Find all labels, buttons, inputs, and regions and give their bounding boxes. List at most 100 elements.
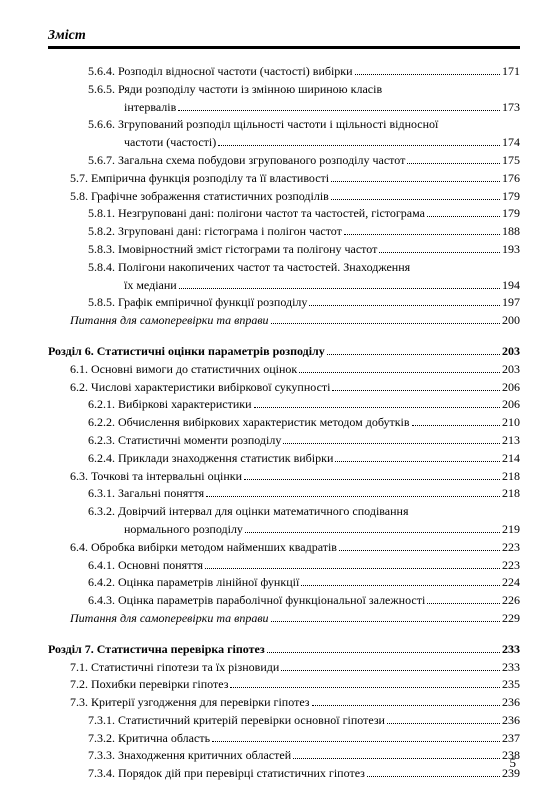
toc-entry-page: 236 bbox=[502, 712, 520, 729]
toc-entry: 6.3.2. Довірчий інтервал для оцінки мате… bbox=[48, 503, 520, 520]
toc-entry-page: 235 bbox=[502, 676, 520, 693]
toc-entry: 5.6.5. Ряди розподілу частоти із змінною… bbox=[48, 81, 520, 98]
toc-entry-page: 179 bbox=[502, 188, 520, 205]
toc-entry-text: Розділ 6. Статистичні оцінки параметрів … bbox=[48, 343, 325, 360]
toc-entry-text: 6.4.3. Оцінка параметрів параболічної фу… bbox=[88, 592, 425, 609]
toc-entry: 7.1. Статистичні гіпотези та їх різновид… bbox=[48, 659, 520, 676]
toc-leader-dots bbox=[379, 252, 500, 253]
toc-entry-page: 200 bbox=[502, 312, 520, 329]
toc-entry-text: 5.7. Емпірична функція розподілу та її в… bbox=[70, 170, 329, 187]
toc-entry-page: 173 bbox=[502, 99, 520, 116]
toc-entry: 5.6.7. Загальна схема побудови згрупован… bbox=[48, 152, 520, 169]
toc-entry-text: 7.3.1. Статистичний критерій перевірки о… bbox=[88, 712, 385, 729]
toc-entry-page: 218 bbox=[502, 485, 520, 502]
toc-entry: 6.3. Точкові та інтервальні оцінки 218 bbox=[48, 468, 520, 485]
toc-entry-page: 236 bbox=[502, 694, 520, 711]
toc-entry-page: 233 bbox=[502, 641, 520, 658]
toc-leader-dots bbox=[427, 603, 500, 604]
toc-entry-text: 6.1. Основні вимоги до статистичних оцін… bbox=[70, 361, 297, 378]
toc-entry-page: 179 bbox=[502, 205, 520, 222]
toc-entry-text: 5.6.5. Ряди розподілу частоти із змінною… bbox=[88, 81, 382, 98]
toc-entry-text: 7.3. Критерії узгодження для перевірки г… bbox=[70, 694, 310, 711]
toc-entry: 5.8.3. Імовірностний зміст гістограми та… bbox=[48, 241, 520, 258]
toc-entry-continuation: інтервалів 173 bbox=[48, 99, 520, 116]
toc-entry-cont-text: інтервалів bbox=[124, 99, 176, 116]
toc-entry-text: 5.8.2. Згруповані дані: гістограма і пол… bbox=[88, 223, 342, 240]
toc-entry-text: 5.8.5. Графік емпіричної функції розподі… bbox=[88, 294, 307, 311]
toc-leader-dots bbox=[283, 443, 500, 444]
toc-entry-cont-text: їх медіани bbox=[124, 277, 177, 294]
toc-entry-page: 223 bbox=[502, 539, 520, 556]
toc-leader-dots bbox=[407, 163, 500, 164]
toc-entry-page: 206 bbox=[502, 396, 520, 413]
toc-entry: 6.4.3. Оцінка параметрів параболічної фу… bbox=[48, 592, 520, 609]
toc-entry: 5.8.4. Полігони накопичених частот та ча… bbox=[48, 259, 520, 276]
toc-leader-dots bbox=[206, 496, 500, 497]
toc-entry: 7.3. Критерії узгодження для перевірки г… bbox=[48, 694, 520, 711]
toc-entry-text: 6.4.1. Основні поняття bbox=[88, 557, 203, 574]
toc-entry-text: 6.4. Обробка вибірки методом найменших к… bbox=[70, 539, 337, 556]
toc-entry-page: 224 bbox=[502, 574, 520, 591]
toc-entry-text: 6.3. Точкові та інтервальні оцінки bbox=[70, 468, 242, 485]
toc-entry-text: 5.6.6. Згрупований розподіл щільності ча… bbox=[88, 116, 438, 133]
toc-entry-continuation: нормального розподілу219 bbox=[48, 521, 520, 538]
toc-entry-text: 6.2. Числові характеристики вибіркової с… bbox=[70, 379, 330, 396]
toc-entry: Розділ 6. Статистичні оцінки параметрів … bbox=[48, 343, 520, 360]
toc-entry: 6.2.1. Вибіркові характеристики206 bbox=[48, 396, 520, 413]
toc-entry-text: 5.6.7. Загальна схема побудови згрупован… bbox=[88, 152, 405, 169]
toc-entry-text: Питання для самоперевірки та вправи bbox=[70, 312, 269, 329]
toc-entry: 5.8.5. Графік емпіричної функції розподі… bbox=[48, 294, 520, 311]
toc-entry: 7.3.1. Статистичний критерій перевірки о… bbox=[48, 712, 520, 729]
toc-leader-dots bbox=[212, 741, 500, 742]
toc-entry-page: 174 bbox=[502, 134, 520, 151]
toc-entry-text: 6.2.2. Обчислення вибіркових характерист… bbox=[88, 414, 410, 431]
toc-leader-dots bbox=[309, 305, 500, 306]
toc-leader-dots bbox=[244, 479, 500, 480]
toc-entry-text: 7.2. Похибки перевірки гіпотез bbox=[70, 676, 228, 693]
toc-entry: 6.4.2. Оцінка параметрів лінійної функці… bbox=[48, 574, 520, 591]
toc-entry: 5.7. Емпірична функція розподілу та її в… bbox=[48, 170, 520, 187]
toc-leader-dots bbox=[267, 652, 500, 653]
toc-entry: 6.4.1. Основні поняття223 bbox=[48, 557, 520, 574]
toc-entry-text: 5.8.3. Імовірностний зміст гістограми та… bbox=[88, 241, 377, 258]
toc-leader-dots bbox=[281, 670, 500, 671]
toc-leader-dots bbox=[335, 461, 500, 462]
toc-entry: 6.2. Числові характеристики вибіркової с… bbox=[48, 379, 520, 396]
toc-leader-dots bbox=[178, 110, 500, 111]
toc-entry-continuation: їх медіани 194 bbox=[48, 277, 520, 294]
toc-entry-page: 214 bbox=[502, 450, 520, 467]
toc-leader-dots bbox=[344, 234, 500, 235]
page-header: Зміст bbox=[48, 28, 520, 44]
toc-entry-page: 188 bbox=[502, 223, 520, 240]
toc-leader-dots bbox=[218, 145, 500, 146]
toc-entry-page: 175 bbox=[502, 152, 520, 169]
toc-entry-text: 6.2.3. Статистичні моменти розподілу bbox=[88, 432, 281, 449]
toc-entry: Питання для самоперевірки та вправи 200 bbox=[48, 312, 520, 329]
toc-leader-dots bbox=[355, 74, 500, 75]
toc-entry-page: 233 bbox=[502, 659, 520, 676]
toc-leader-dots bbox=[367, 776, 500, 777]
toc-leader-dots bbox=[331, 181, 500, 182]
toc-leader-dots bbox=[327, 354, 500, 355]
toc-entry: 7.3.3. Знаходження критичних областей238 bbox=[48, 747, 520, 764]
toc-entry-text: 7.1. Статистичні гіпотези та їх різновид… bbox=[70, 659, 279, 676]
toc-entry-page: 176 bbox=[502, 170, 520, 187]
toc-entry-page: 206 bbox=[502, 379, 520, 396]
toc-entry-text: 5.6.4. Розподіл відносної частоти (часто… bbox=[88, 63, 353, 80]
toc-leader-dots bbox=[205, 568, 500, 569]
toc-leader-dots bbox=[230, 687, 500, 688]
header-divider bbox=[48, 46, 520, 49]
toc-entry-continuation: частоти (частості)174 bbox=[48, 134, 520, 151]
toc-entry-text: 5.8.1. Незгруповані дані: полігони часто… bbox=[88, 205, 425, 222]
toc-entry-page: 194 bbox=[502, 277, 520, 294]
toc-entry-text: 5.8.4. Полігони накопичених частот та ча… bbox=[88, 259, 410, 276]
toc-entry: 6.3.1. Загальні поняття218 bbox=[48, 485, 520, 502]
toc-leader-dots bbox=[271, 323, 500, 324]
toc-entry-page: 210 bbox=[502, 414, 520, 431]
toc-leader-dots bbox=[331, 199, 500, 200]
toc-entry-text: 6.2.4. Приклади знаходження статистик ви… bbox=[88, 450, 333, 467]
toc-leader-dots bbox=[427, 216, 500, 217]
toc-entry: 7.2. Похибки перевірки гіпотез 235 bbox=[48, 676, 520, 693]
toc-entry-page: 218 bbox=[502, 468, 520, 485]
toc-entry: 7.3.2. Критична область237 bbox=[48, 730, 520, 747]
